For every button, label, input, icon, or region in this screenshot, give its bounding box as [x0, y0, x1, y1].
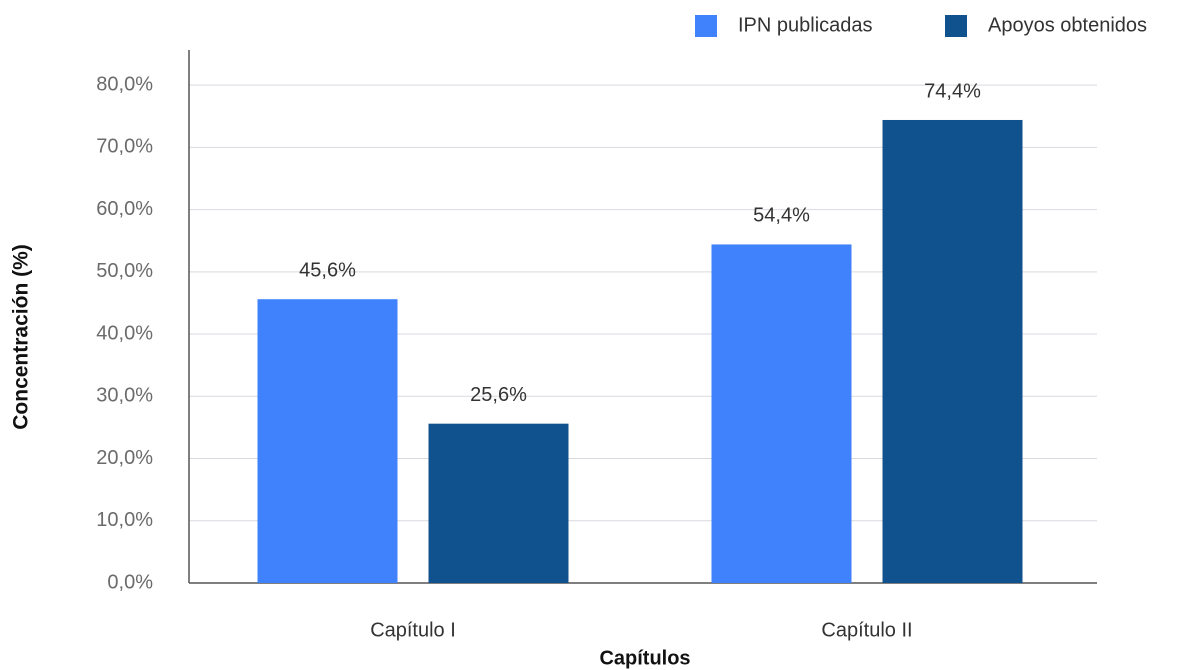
y-tick-label: 80,0%: [96, 73, 153, 95]
x-tick-label: Capítulo I: [370, 619, 456, 641]
x-axis-title: Capítulos: [599, 647, 690, 669]
y-tick-label: 20,0%: [96, 447, 153, 469]
legend-swatch: [945, 15, 967, 37]
x-tick-label: Capítulo II: [821, 619, 912, 641]
bar: [712, 244, 852, 583]
y-axis-title: Concentración (%): [10, 244, 33, 430]
legend-label: Apoyos obtenidos: [988, 14, 1147, 36]
y-tick-label: 0,0%: [107, 571, 153, 593]
chart: Concentración (%) Capítulos 0,0% 10,0% 20,…: [0, 0, 1193, 670]
legend-label: IPN publicadas: [738, 14, 873, 36]
value-label: 54,4%: [753, 205, 810, 227]
value-label: 45,6%: [299, 259, 356, 281]
y-tick-label: 30,0%: [96, 385, 153, 407]
legend-swatch: [695, 15, 717, 37]
value-label: 25,6%: [470, 384, 527, 406]
bar: [883, 120, 1023, 583]
y-tick-label: 70,0%: [96, 136, 153, 158]
y-tick-label: 50,0%: [96, 260, 153, 282]
bar: [429, 424, 569, 583]
value-label: 74,4%: [924, 80, 981, 102]
y-tick-label: 10,0%: [96, 509, 153, 531]
bar: [258, 299, 398, 583]
y-tick-label: 60,0%: [96, 198, 153, 220]
y-tick-label: 40,0%: [96, 322, 153, 344]
